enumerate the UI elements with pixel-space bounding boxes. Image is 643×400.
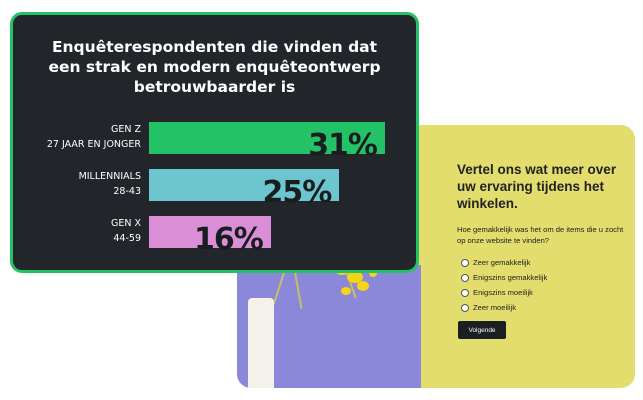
category-subtitle: 28-43 bbox=[113, 186, 141, 197]
bar-value-label: 25% bbox=[262, 175, 333, 210]
survey-card: Vertel ons wat meer over uw ervaring tij… bbox=[237, 125, 635, 388]
flower-shape bbox=[347, 271, 363, 283]
category-subtitle: 27 JAAR EN JONGER bbox=[46, 139, 141, 150]
stats-card: Enquêterespondenten die vinden dat een s… bbox=[10, 12, 419, 273]
radio-icon[interactable] bbox=[461, 273, 469, 282]
stats-title-line: Enquêterespondenten die vinden dat bbox=[51, 38, 378, 56]
bar-label: GEN X 44-59 bbox=[111, 216, 141, 246]
option-enigszins-gemakkelijk[interactable]: Enigszins gemakkelijk bbox=[461, 270, 547, 285]
stats-title: Enquêterespondenten die vinden dat een s… bbox=[33, 37, 396, 97]
option-zeer-gemakkelijk[interactable]: Zeer gemakkelijk bbox=[461, 255, 547, 270]
category-subtitle: 44-59 bbox=[113, 233, 141, 244]
survey-title: Vertel ons wat meer over uw ervaring tij… bbox=[457, 162, 617, 211]
bar-row-millennials: MILLENNIALS 28-43 25% bbox=[13, 169, 416, 209]
bar-gen-z: 31% bbox=[149, 122, 385, 161]
flower-vase-photo bbox=[237, 263, 421, 388]
answer-options: Zeer gemakkelijk Enigszins gemakkelijk E… bbox=[461, 255, 547, 315]
option-label: Enigszins gemakkelijk bbox=[473, 273, 548, 282]
bar-row-gen-z: GEN Z 27 JAAR EN JONGER 31% bbox=[13, 122, 416, 162]
flower-shape bbox=[357, 281, 369, 291]
bar-row-gen-x: GEN X 44-59 16% bbox=[13, 216, 416, 256]
radio-icon[interactable] bbox=[461, 303, 469, 312]
bar-value-label: 16% bbox=[193, 222, 264, 257]
option-label: Enigszins moeilijk bbox=[473, 288, 533, 297]
stats-title-line: betrouwbaarder is bbox=[133, 78, 296, 96]
bar-label: GEN Z 27 JAAR EN JONGER bbox=[47, 122, 141, 152]
survey-question: Hoe gemakkelijk was het om de items die … bbox=[457, 225, 624, 245]
flower-shape bbox=[341, 287, 351, 295]
bar-value-label: 31% bbox=[308, 128, 378, 163]
bar-track: 16% bbox=[149, 216, 385, 255]
option-label: Zeer gemakkelijk bbox=[473, 258, 531, 267]
stem-shape bbox=[293, 269, 303, 309]
radio-icon[interactable] bbox=[461, 258, 469, 267]
bar-gen-x: 16% bbox=[149, 216, 271, 255]
category-name: GEN X bbox=[111, 218, 141, 229]
category-name: MILLENNIALS bbox=[78, 171, 141, 182]
option-label: Zeer moeilijk bbox=[473, 303, 517, 312]
bar-track: 25% bbox=[149, 169, 385, 208]
option-enigszins-moeilijk[interactable]: Enigszins moeilijk bbox=[461, 285, 547, 300]
radio-icon[interactable] bbox=[461, 288, 469, 297]
bar-label: MILLENNIALS 28-43 bbox=[79, 169, 141, 199]
bar-track: 31% bbox=[149, 122, 385, 161]
bar-millennials: 25% bbox=[149, 169, 340, 208]
vase-shape bbox=[248, 298, 274, 388]
option-zeer-moeilijk[interactable]: Zeer moeilijk bbox=[461, 300, 547, 315]
category-name: GEN Z bbox=[111, 124, 141, 135]
stats-title-line: een strak en modern enquêteontwerp bbox=[48, 58, 381, 76]
next-button[interactable]: Volgende bbox=[458, 321, 506, 339]
flower-shape bbox=[369, 269, 377, 277]
